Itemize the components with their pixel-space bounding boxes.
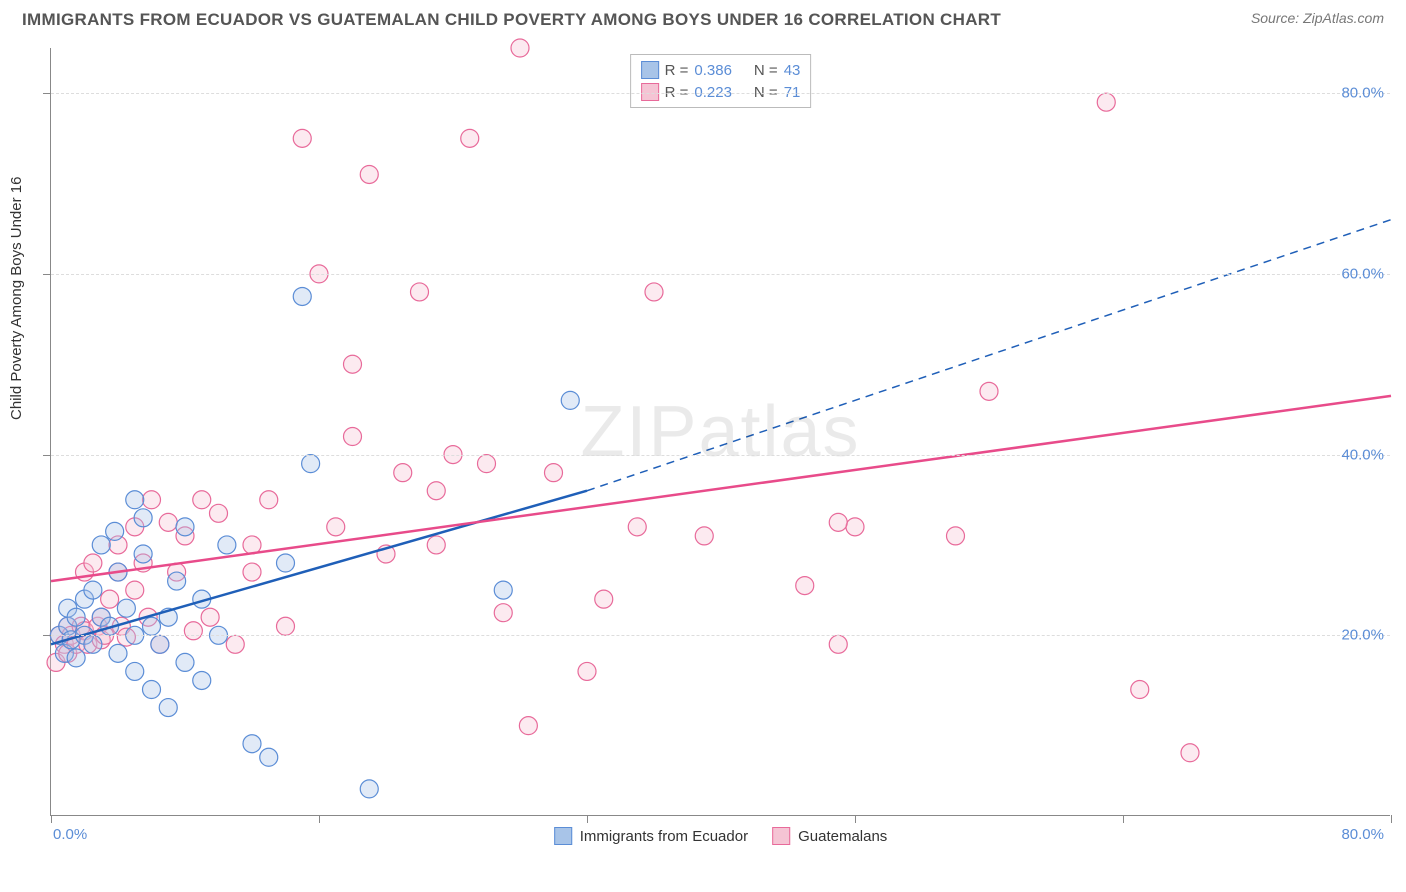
correlation-legend: R = 0.386 N = 43 R = 0.223 N = 71 <box>630 54 812 108</box>
series-2-swatch-icon <box>772 827 790 845</box>
series-1-n-value: 43 <box>784 62 801 79</box>
n-label: N = <box>754 84 778 101</box>
series-1-label: Immigrants from Ecuador <box>580 828 748 845</box>
y-tick <box>43 455 51 456</box>
series-2-label: Guatemalans <box>798 828 887 845</box>
series-2-r-value: 0.223 <box>694 84 732 101</box>
y-tick-label: 60.0% <box>1341 265 1384 282</box>
x-axis-min-label: 0.0% <box>53 826 87 843</box>
x-tick <box>51 815 52 823</box>
scatter-plot-svg <box>51 48 1390 815</box>
gridline <box>51 455 1390 456</box>
source-credit: Source: ZipAtlas.com <box>1251 10 1384 26</box>
series-legend: Immigrants from Ecuador Guatemalans <box>554 827 888 845</box>
series-2-swatch <box>641 83 659 101</box>
y-tick <box>43 635 51 636</box>
series-1-r-value: 0.386 <box>694 62 732 79</box>
chart-title: IMMIGRANTS FROM ECUADOR VS GUATEMALAN CH… <box>22 10 1001 30</box>
r-label: R = <box>665 62 689 79</box>
y-tick-label: 80.0% <box>1341 85 1384 102</box>
gridline <box>51 93 1390 94</box>
chart-plot-area: R = 0.386 N = 43 R = 0.223 N = 71 ZIPatl… <box>50 48 1390 816</box>
x-tick <box>855 815 856 823</box>
x-tick <box>587 815 588 823</box>
legend-item-series-2: Guatemalans <box>772 827 887 845</box>
x-tick <box>319 815 320 823</box>
y-tick <box>43 93 51 94</box>
legend-row-series-1: R = 0.386 N = 43 <box>641 59 801 81</box>
gridline <box>51 635 1390 636</box>
series-1-swatch-icon <box>554 827 572 845</box>
gridline <box>51 274 1390 275</box>
r-label: R = <box>665 84 689 101</box>
y-tick-label: 20.0% <box>1341 627 1384 644</box>
y-axis-label: Child Poverty Among Boys Under 16 <box>8 177 25 420</box>
y-tick <box>43 274 51 275</box>
legend-item-series-1: Immigrants from Ecuador <box>554 827 748 845</box>
x-tick <box>1123 815 1124 823</box>
x-tick <box>1391 815 1392 823</box>
n-label: N = <box>754 62 778 79</box>
y-tick-label: 40.0% <box>1341 446 1384 463</box>
series-2-n-value: 71 <box>784 84 801 101</box>
legend-row-series-2: R = 0.223 N = 71 <box>641 81 801 103</box>
series-1-swatch <box>641 61 659 79</box>
x-axis-max-label: 80.0% <box>1341 826 1384 843</box>
